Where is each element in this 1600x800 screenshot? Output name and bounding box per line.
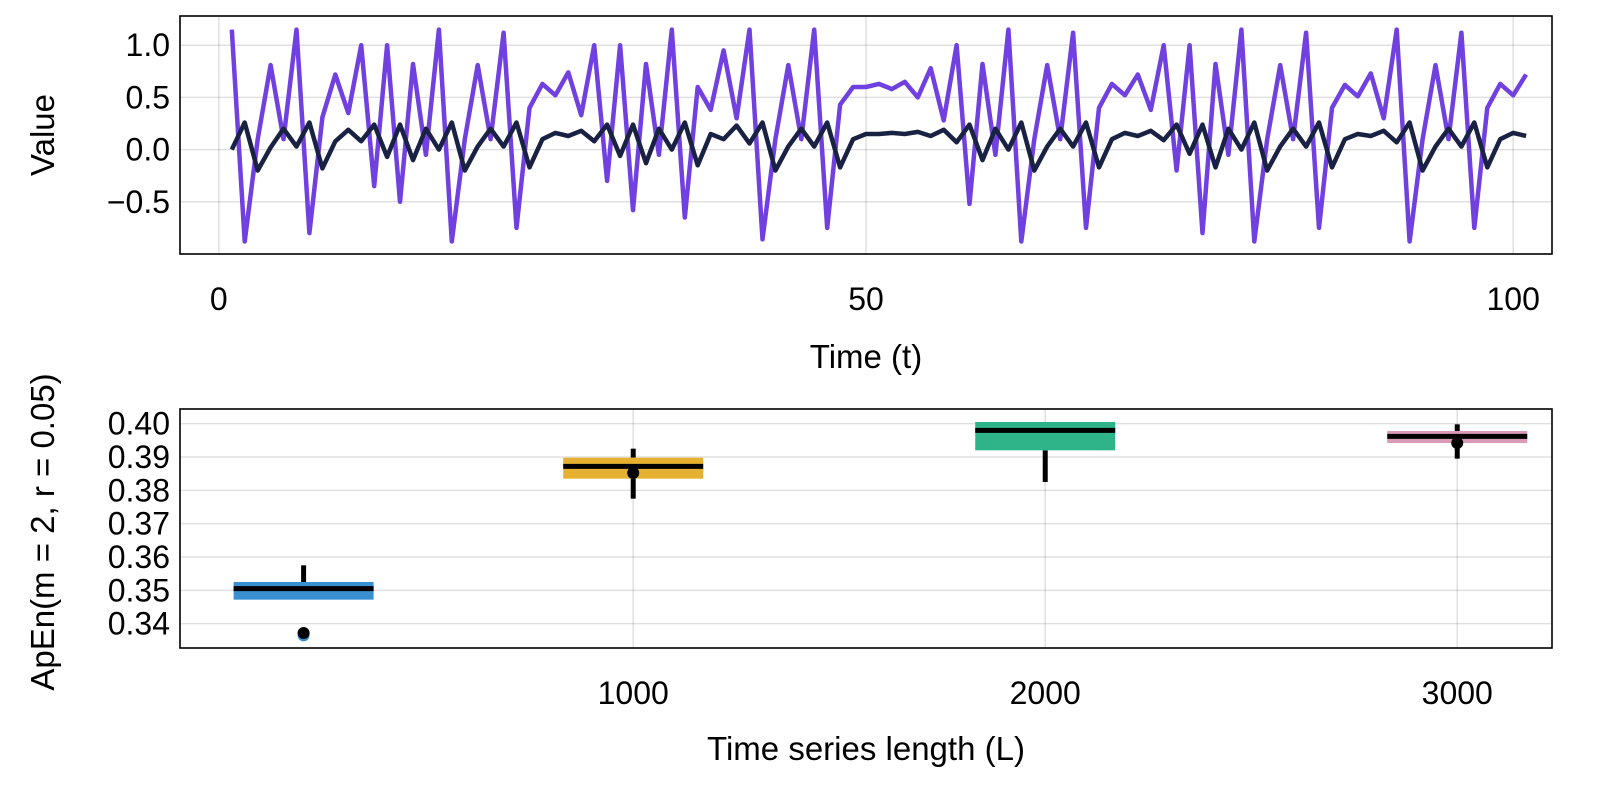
line-series-1 [229,27,1529,244]
box-plot-y-tick-label: 0.40 [108,406,170,442]
line-chart-y-label: Value [24,94,61,176]
line-chart-y-tick-label: 0.5 [126,79,170,115]
line-chart-y-tick-label: 0.0 [126,132,170,168]
line-chart-series [229,27,1529,244]
line-chart-x-tick-label: 0 [210,281,228,317]
line-chart-panel: 0 50 100 1.0 0.5 0.0 −0.5 Time (t) Value [24,15,1553,375]
box-plot-x-tick-label: 1000 [598,675,669,711]
box-plot-y-tick-label: 0.38 [108,472,170,508]
box-mean-marker [297,627,310,639]
box-plot-y-label: ApEn(m = 2, r = 0.05) [24,373,61,690]
box-plot-y-ticks: 0.400.390.380.370.360.350.34 [108,406,170,642]
box-plot-x-tick-label: 2000 [1010,675,1081,711]
box-plot-boxes [233,422,1528,642]
box-plot-y-tick-label: 0.37 [108,506,170,542]
line-chart-x-ticks: 0 50 100 [210,281,1540,317]
box-1 [233,565,374,642]
box-plot-x-tick-label: 3000 [1422,675,1493,711]
box-plot-y-tick-label: 0.35 [108,572,170,608]
box-4 [1387,424,1528,459]
line-chart-y-ticks: 1.0 0.5 0.0 −0.5 [107,27,170,220]
box-plot-frame [179,408,1553,649]
line-chart-y-tick-label: 1.0 [126,27,170,63]
box-2 [563,448,704,499]
line-chart-x-label: Time (t) [810,338,922,375]
line-series-2 [229,120,1527,173]
box-body [975,422,1116,451]
box-plot-y-tick-label: 0.34 [108,606,170,642]
box-plot-x-ticks: 1000 2000 3000 [598,675,1493,711]
box-plot-y-tick-label: 0.36 [108,539,170,575]
box-3 [975,422,1116,482]
line-chart-frame [179,15,1553,255]
line-chart-x-tick-label: 50 [848,281,884,317]
box-mean-marker [1451,437,1464,449]
box-plot-panel: 1000 2000 3000 0.400.390.380.370.360.350.3… [24,373,1553,767]
box-plot-grid [180,409,1552,648]
line-chart-x-tick-label: 100 [1486,281,1539,317]
box-mean-marker [627,467,640,479]
box-plot-x-label: Time series length (L) [707,730,1025,767]
box-plot-y-tick-label: 0.39 [108,439,170,475]
line-chart-y-tick-label: −0.5 [107,184,170,220]
